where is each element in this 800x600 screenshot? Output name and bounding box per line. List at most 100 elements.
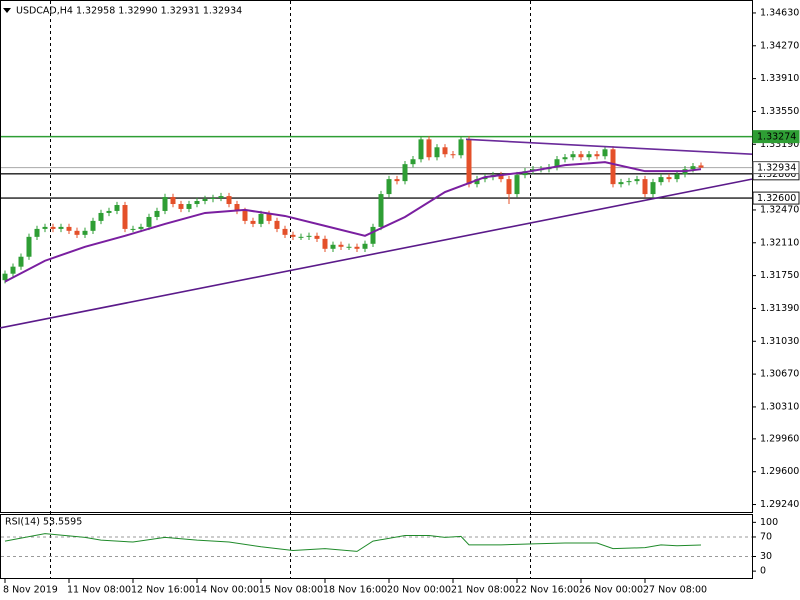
candle-body <box>298 236 304 238</box>
y-tick-label: 1.32110 <box>760 237 799 248</box>
candle-body <box>634 179 640 182</box>
price-box-label: 1.33274 <box>757 132 796 143</box>
candle-body <box>506 179 512 195</box>
y-tick-label: 70 <box>760 531 772 542</box>
candle-body <box>578 154 584 158</box>
candle-body <box>74 230 80 235</box>
y-tick-label: 1.33190 <box>760 139 799 150</box>
chart-title: USDCAD,H4 1.32958 1.32990 1.32931 1.3293… <box>16 6 242 17</box>
candle-body <box>370 226 376 244</box>
candle-body <box>10 266 16 274</box>
x-tick-label: 15 Nov 08:00 <box>259 585 323 596</box>
y-tick-label: 1.30670 <box>760 369 799 380</box>
candle-body <box>90 220 96 231</box>
candle-body <box>394 179 400 182</box>
y-tick-label: 100 <box>760 517 778 528</box>
last-price-box <box>752 161 800 175</box>
candle-body <box>602 149 608 157</box>
x-tick-label: 12 Nov 16:00 <box>131 585 195 596</box>
candle-body <box>674 174 680 180</box>
candle-body <box>434 147 440 158</box>
candle-body <box>338 244 344 247</box>
candle-body <box>242 210 248 221</box>
y-tick-label: 30 <box>760 551 772 562</box>
candle-body <box>282 228 288 235</box>
candle-body <box>418 139 424 160</box>
y-tick-label: 1.32470 <box>760 204 799 215</box>
candle-body <box>250 220 256 224</box>
candle-body <box>98 212 104 221</box>
y-tick-label: 1.29600 <box>760 466 799 477</box>
candle-body <box>26 236 32 257</box>
candle-body <box>210 197 216 199</box>
candle-body <box>562 157 568 160</box>
candle-body <box>594 154 600 157</box>
x-tick-label: 27 Nov 08:00 <box>643 585 707 596</box>
candle-body <box>138 226 144 229</box>
candle-body <box>658 177 664 183</box>
candle-body <box>410 159 416 165</box>
candle-body <box>618 182 624 185</box>
candle-body <box>66 226 72 231</box>
line-series <box>0 178 753 329</box>
candle-body <box>258 213 264 224</box>
symbol-menu-arrow <box>3 8 11 13</box>
candle-body <box>2 273 8 281</box>
candle-body <box>402 164 408 182</box>
price-box-label: 1.32866 <box>757 169 796 180</box>
candle-body <box>570 154 576 158</box>
x-tick-label: 22 Nov 16:00 <box>515 585 579 596</box>
last-price-label: 1.32934 <box>757 163 796 174</box>
y-tick-label: 1.33550 <box>760 106 799 117</box>
candle-body <box>58 226 64 229</box>
indicator-title: RSI(14) 53.5595 <box>5 517 82 528</box>
candle-body <box>610 149 616 185</box>
candle-body <box>82 230 88 235</box>
y-tick-label: 1.31030 <box>760 336 799 347</box>
candle-body <box>346 246 352 248</box>
candle-body <box>450 154 456 156</box>
levels <box>1 135 752 557</box>
candle-body <box>650 182 656 195</box>
y-tick-label: 0 <box>760 566 766 577</box>
candle-body <box>50 226 56 229</box>
candle-body <box>18 256 24 267</box>
candle-body <box>154 210 160 217</box>
candle-body <box>442 147 448 155</box>
candle-body <box>274 220 280 229</box>
candle-body <box>186 204 192 209</box>
candle-body <box>586 154 592 158</box>
candle-body <box>194 201 200 205</box>
candle-body <box>322 238 328 249</box>
candle-body <box>426 139 432 158</box>
candle-body <box>170 196 176 205</box>
candle-body <box>178 204 184 209</box>
candle-body <box>306 235 312 237</box>
candle-body <box>626 181 632 183</box>
candle-body <box>458 139 464 156</box>
y-tick-label: 1.30310 <box>760 401 799 412</box>
main-panel-frame <box>0 0 753 513</box>
candle-body <box>122 205 128 229</box>
candle-body <box>266 213 272 221</box>
candle-body <box>218 196 224 198</box>
candle-body <box>330 244 336 249</box>
candle-body <box>386 179 392 195</box>
y-tick-label: 1.34630 <box>760 7 799 18</box>
line-series <box>4 533 702 552</box>
candle-body <box>498 175 504 180</box>
candle-body <box>642 179 648 195</box>
candle-body <box>146 216 152 227</box>
y-tick-label: 1.31390 <box>760 303 799 314</box>
candle-body <box>690 166 696 170</box>
line-series <box>4 161 702 283</box>
candle-body <box>34 228 40 237</box>
marks <box>0 136 753 552</box>
candle-body <box>114 205 120 211</box>
candle-body <box>474 179 480 185</box>
candle-body <box>362 243 368 249</box>
y-tick-label: 1.29240 <box>760 499 799 510</box>
